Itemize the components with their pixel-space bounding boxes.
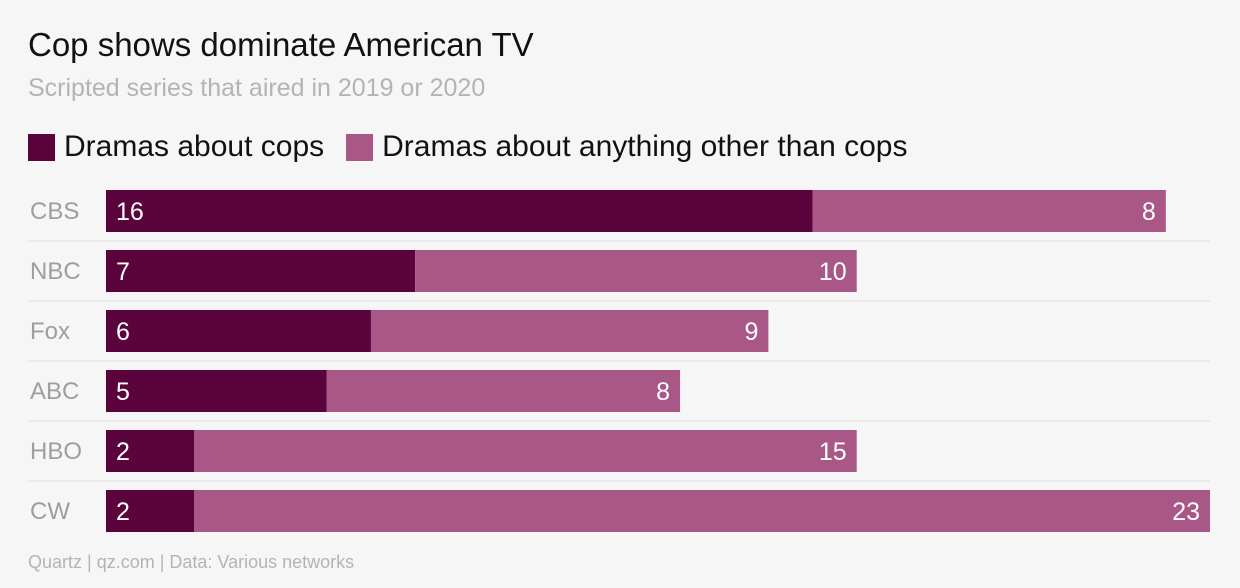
bar-fox-cops xyxy=(106,310,371,352)
bar-abc-other xyxy=(326,370,681,412)
chart-title: Cop shows dominate American TV xyxy=(28,26,534,63)
value-label-fox-cops: 6 xyxy=(116,318,130,346)
value-label-cw-cops: 2 xyxy=(116,498,130,526)
legend-swatch-cops xyxy=(28,133,55,161)
bar-abc-cops xyxy=(106,370,327,412)
chart-subtitle: Scripted series that aired in 2019 or 20… xyxy=(28,74,486,102)
value-label-cbs-cops: 16 xyxy=(116,198,144,226)
bar-fox-other xyxy=(370,310,769,352)
legend-swatch-other xyxy=(346,133,374,161)
legend-item-other: Dramas about anything other than cops xyxy=(346,130,907,164)
value-label-cbs-other: 8 xyxy=(1142,198,1156,226)
value-label-nbc-other: 10 xyxy=(819,258,847,286)
bar-cw-cops xyxy=(106,490,195,532)
value-label-abc-other: 8 xyxy=(656,378,670,406)
value-label-nbc-cops: 7 xyxy=(116,258,130,286)
bar-nbc-other xyxy=(415,250,857,292)
legend-label-cops: Dramas about cops xyxy=(64,130,325,163)
category-label-nbc: NBC xyxy=(30,258,81,285)
category-label-fox: Fox xyxy=(30,318,70,345)
bar-hbo-cops xyxy=(106,430,195,472)
value-label-cw-other: 23 xyxy=(1172,498,1200,526)
category-label-abc: ABC xyxy=(30,378,79,405)
bar-cbs-cops xyxy=(106,190,813,232)
legend: Dramas about cops Dramas about anything … xyxy=(28,130,929,164)
value-label-fox-other: 9 xyxy=(744,318,758,346)
category-label-hbo: HBO xyxy=(30,438,82,465)
bar-hbo-other xyxy=(194,430,857,472)
category-label-cbs: CBS xyxy=(30,198,79,225)
value-label-abc-cops: 5 xyxy=(116,378,130,406)
legend-item-cops: Dramas about cops xyxy=(28,130,324,164)
legend-label-other: Dramas about anything other than cops xyxy=(382,130,908,163)
category-label-cw: CW xyxy=(30,498,70,525)
bar-cw-other xyxy=(194,490,1210,532)
source-note: Quartz | qz.com | Data: Various networks xyxy=(28,552,355,572)
bar-nbc-cops xyxy=(106,250,416,292)
value-label-hbo-other: 15 xyxy=(819,438,847,466)
value-label-hbo-cops: 2 xyxy=(116,438,130,466)
bar-cbs-other xyxy=(812,190,1166,232)
